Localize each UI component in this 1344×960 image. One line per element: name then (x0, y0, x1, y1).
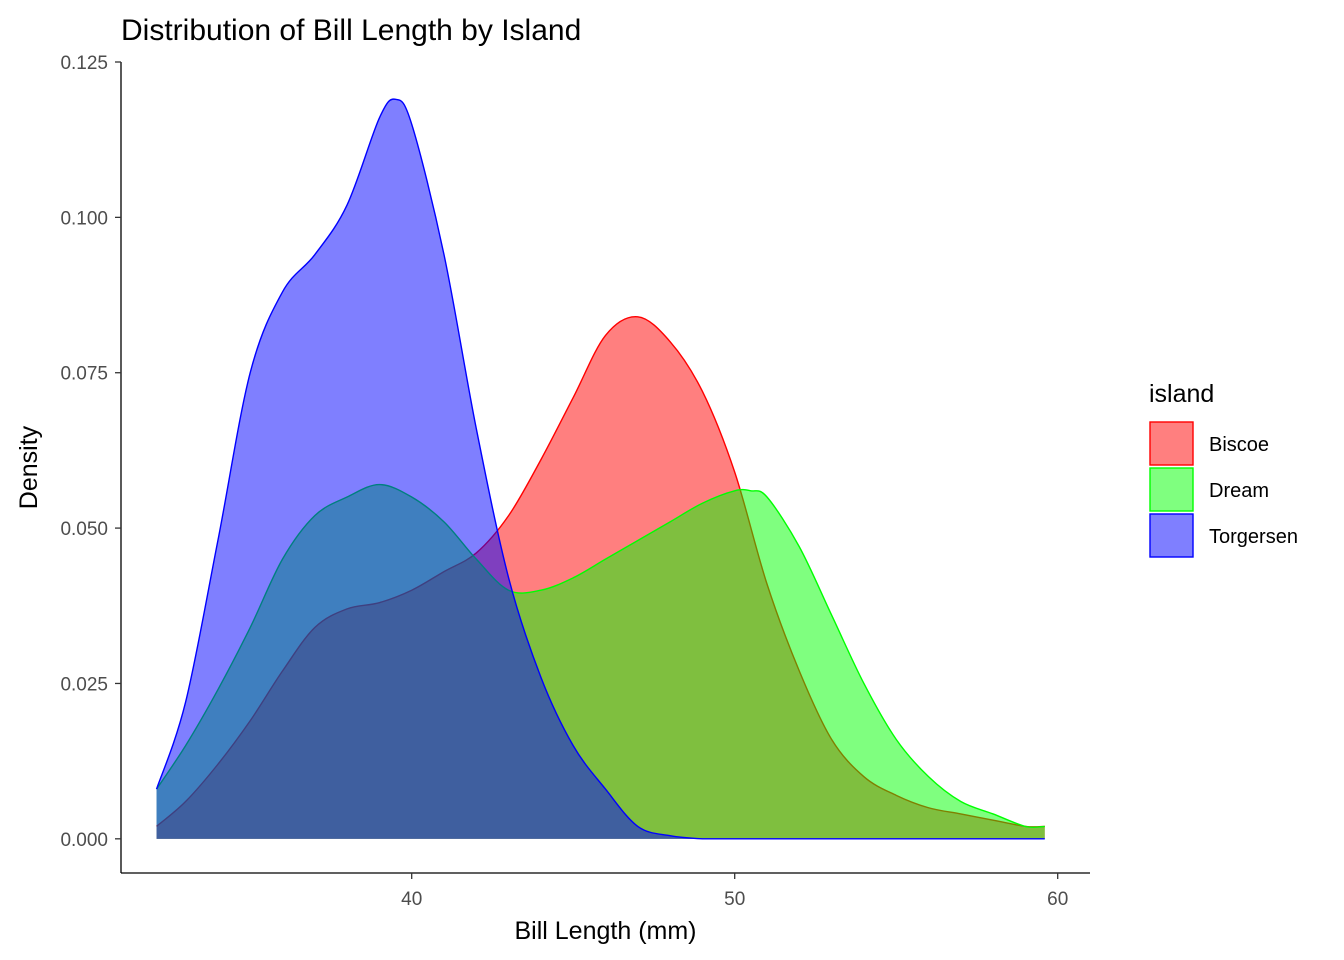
y-tick-label: 0.125 (60, 53, 108, 74)
legend-label-torgersen: Torgersen (1209, 526, 1298, 548)
legend-label-dream: Dream (1209, 480, 1269, 502)
x-axis-ticks: 40 50 60 (401, 873, 1068, 910)
legend-label-biscoe: Biscoe (1209, 434, 1269, 456)
legend-swatch-biscoe (1149, 421, 1194, 466)
legend-swatch-dream (1149, 467, 1194, 512)
y-tick-label: 0.100 (60, 208, 108, 229)
y-tick-label: 0.050 (60, 519, 108, 540)
y-tick-label: 0.000 (60, 830, 108, 851)
x-tick-label: 60 (1047, 889, 1068, 910)
legend-items: Biscoe Dream Torgersen (1149, 421, 1298, 558)
chart-title: Distribution of Bill Length by Island (121, 14, 581, 47)
y-tick-label: 0.075 (60, 364, 108, 385)
x-axis-title: Bill Length (mm) (515, 917, 697, 945)
y-axis-ticks: 0.000 0.025 0.050 0.075 0.100 0.125 (60, 53, 121, 851)
y-axis-title: Density (15, 425, 43, 509)
x-tick-label: 40 (401, 889, 422, 910)
legend-title: island (1149, 380, 1214, 408)
legend-swatch-torgersen (1149, 513, 1194, 558)
density-line-torgersen (155, 98, 1045, 840)
density-series-layer (155, 98, 1045, 840)
y-tick-label: 0.025 (60, 674, 108, 695)
density-area-torgersen (156, 99, 1045, 839)
x-tick-label: 50 (724, 889, 745, 910)
legend: island Biscoe Dream Torgersen (1149, 380, 1298, 558)
